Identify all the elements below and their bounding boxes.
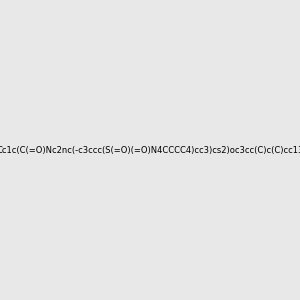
Text: Cc1c(C(=O)Nc2nc(-c3ccc(S(=O)(=O)N4CCCC4)cc3)cs2)oc3cc(C)c(C)cc13: Cc1c(C(=O)Nc2nc(-c3ccc(S(=O)(=O)N4CCCC4)… [0,146,300,154]
